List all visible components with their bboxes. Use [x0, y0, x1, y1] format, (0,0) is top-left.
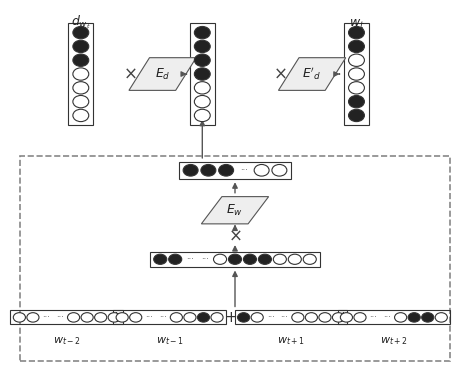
Text: $w_{t-2}$: $w_{t-2}$	[53, 335, 81, 347]
Text: $\times$: $\times$	[123, 65, 137, 83]
Text: +: +	[224, 310, 237, 325]
Circle shape	[408, 313, 420, 322]
Circle shape	[349, 82, 364, 94]
Circle shape	[292, 313, 304, 322]
Polygon shape	[201, 197, 269, 224]
Circle shape	[274, 254, 286, 264]
Circle shape	[81, 313, 93, 322]
Circle shape	[332, 313, 345, 322]
Text: ···: ···	[267, 313, 274, 322]
Circle shape	[354, 313, 366, 322]
Circle shape	[211, 313, 223, 322]
Circle shape	[349, 96, 364, 108]
Text: $w_{t+1}$: $w_{t+1}$	[277, 335, 305, 347]
Text: ···: ···	[43, 313, 50, 322]
Circle shape	[303, 254, 316, 264]
Text: ···: ···	[56, 313, 64, 322]
Circle shape	[237, 313, 250, 322]
Text: ···: ···	[383, 313, 391, 322]
Text: $d_{w_t}$: $d_{w_t}$	[71, 14, 91, 31]
Circle shape	[254, 164, 269, 176]
Circle shape	[73, 40, 89, 53]
Text: $\times$: $\times$	[273, 65, 286, 83]
Circle shape	[219, 164, 234, 176]
Circle shape	[169, 254, 182, 264]
Circle shape	[306, 313, 317, 322]
Circle shape	[197, 313, 210, 322]
Circle shape	[13, 313, 25, 322]
Circle shape	[195, 82, 210, 94]
Circle shape	[349, 54, 364, 66]
Circle shape	[195, 109, 210, 122]
Circle shape	[319, 313, 331, 322]
Text: $E'_d$: $E'_d$	[303, 66, 321, 82]
Text: $E_d$: $E_d$	[155, 67, 170, 82]
Text: $E_w$: $E_w$	[227, 203, 243, 218]
Circle shape	[228, 254, 242, 264]
Circle shape	[195, 68, 210, 80]
Circle shape	[340, 313, 352, 322]
Circle shape	[195, 96, 210, 108]
Text: ···: ···	[159, 313, 167, 322]
Circle shape	[349, 68, 364, 80]
Circle shape	[394, 313, 407, 322]
Text: $\times$: $\times$	[228, 227, 242, 244]
Circle shape	[68, 313, 79, 322]
Circle shape	[251, 313, 263, 322]
Polygon shape	[129, 58, 196, 90]
Circle shape	[94, 313, 107, 322]
Circle shape	[116, 313, 128, 322]
Text: $w_{t-1}$: $w_{t-1}$	[156, 335, 184, 347]
Circle shape	[73, 96, 89, 108]
Text: ···: ···	[201, 255, 209, 264]
Text: +: +	[336, 310, 349, 325]
Circle shape	[272, 164, 287, 176]
Circle shape	[170, 313, 182, 322]
Polygon shape	[278, 58, 346, 90]
Circle shape	[243, 254, 257, 264]
Text: $w_t$: $w_t$	[349, 18, 364, 31]
Circle shape	[184, 313, 196, 322]
Text: +: +	[110, 310, 122, 325]
Circle shape	[213, 254, 227, 264]
Circle shape	[130, 313, 142, 322]
Circle shape	[73, 26, 89, 39]
Text: ···: ···	[369, 313, 377, 322]
Circle shape	[73, 109, 89, 122]
Circle shape	[108, 313, 120, 322]
Circle shape	[27, 313, 39, 322]
Circle shape	[73, 68, 89, 80]
Text: $w_{t+2}$: $w_{t+2}$	[380, 335, 408, 347]
Circle shape	[154, 254, 167, 264]
Circle shape	[195, 40, 210, 53]
Circle shape	[201, 164, 216, 176]
Circle shape	[349, 26, 364, 39]
Circle shape	[435, 313, 447, 322]
Circle shape	[195, 54, 210, 66]
Circle shape	[349, 40, 364, 53]
Circle shape	[73, 82, 89, 94]
Circle shape	[73, 54, 89, 66]
Circle shape	[349, 109, 364, 122]
Text: ···: ···	[240, 166, 248, 175]
Circle shape	[183, 164, 198, 176]
Text: ···: ···	[186, 255, 194, 264]
Text: ···: ···	[145, 313, 153, 322]
Circle shape	[422, 313, 434, 322]
Circle shape	[288, 254, 301, 264]
Circle shape	[195, 26, 210, 39]
Text: ···: ···	[280, 313, 288, 322]
Circle shape	[258, 254, 272, 264]
